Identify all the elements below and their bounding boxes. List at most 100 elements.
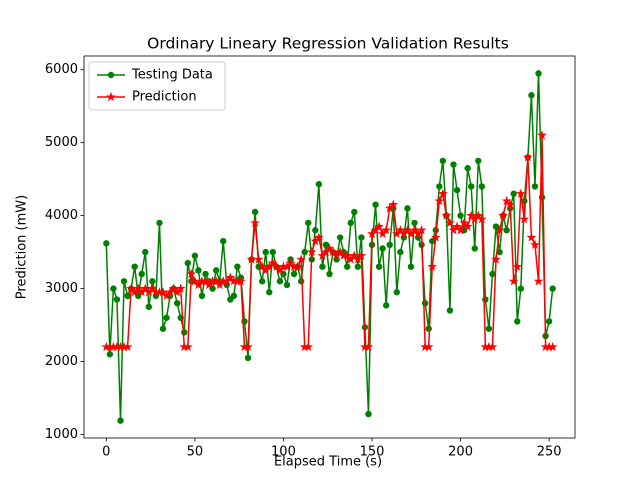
point — [457, 212, 464, 219]
point — [416, 225, 427, 235]
point — [407, 263, 415, 270]
point — [450, 161, 457, 168]
point — [258, 278, 266, 285]
point — [198, 292, 206, 300]
point — [351, 208, 358, 216]
point — [498, 210, 508, 220]
point — [439, 157, 447, 165]
point — [468, 183, 475, 190]
point — [212, 267, 220, 274]
point — [347, 219, 354, 227]
legend-box — [88, 61, 226, 111]
point — [427, 261, 438, 271]
point — [476, 214, 487, 224]
point — [202, 270, 209, 278]
point — [319, 263, 326, 270]
point — [244, 354, 252, 362]
point — [131, 263, 138, 270]
point — [397, 248, 404, 256]
point — [283, 281, 291, 289]
point — [191, 252, 199, 259]
point — [138, 270, 145, 278]
point — [421, 299, 429, 307]
point — [503, 227, 510, 234]
chart-title: Ordinary Lineary Regression Validation R… — [147, 35, 509, 53]
point — [122, 341, 133, 352]
x-tick-label: 100 — [271, 445, 296, 460]
x-tick-label: 250 — [537, 445, 562, 460]
point — [103, 240, 110, 247]
point — [322, 241, 330, 249]
point — [124, 292, 131, 300]
axes-frame — [83, 55, 576, 439]
point — [452, 221, 462, 231]
point — [297, 278, 305, 285]
point — [430, 232, 441, 242]
point — [528, 92, 535, 99]
point — [290, 270, 298, 278]
point — [386, 241, 393, 249]
point — [147, 283, 158, 293]
point — [434, 195, 445, 206]
point — [515, 188, 526, 198]
point — [487, 341, 498, 352]
x-tick-label: 0 — [102, 445, 110, 460]
point — [269, 248, 277, 256]
point — [113, 296, 121, 303]
point — [292, 261, 303, 271]
plot-area — [101, 70, 558, 424]
point — [485, 325, 493, 332]
point — [459, 217, 469, 228]
point — [312, 227, 319, 234]
legend-marker — [107, 71, 115, 79]
point — [494, 225, 505, 235]
point — [537, 130, 547, 140]
legend: Testing Data Prediction — [88, 61, 226, 111]
y-tick-label: 2000 — [45, 354, 78, 369]
point — [514, 318, 521, 325]
legend-marker — [106, 91, 116, 102]
point — [356, 250, 367, 260]
point — [526, 232, 537, 242]
point — [175, 283, 186, 293]
point — [436, 183, 443, 190]
y-tick-label: 1000 — [45, 427, 78, 442]
point — [411, 219, 418, 227]
point — [473, 210, 484, 220]
point — [106, 351, 114, 358]
point — [464, 165, 471, 172]
point — [250, 217, 260, 228]
point — [142, 248, 149, 256]
point — [225, 272, 236, 282]
point — [491, 254, 501, 264]
point — [545, 318, 553, 325]
point — [375, 263, 383, 270]
point — [519, 214, 530, 224]
y-tick-label: 3000 — [45, 281, 78, 296]
legend-label: Testing Data — [131, 68, 213, 83]
point — [446, 307, 454, 314]
point — [262, 248, 269, 256]
point — [530, 239, 540, 249]
point — [335, 246, 345, 257]
point — [531, 183, 539, 190]
point — [517, 285, 524, 292]
point — [145, 303, 153, 311]
point — [535, 70, 542, 77]
point — [404, 205, 411, 212]
point — [501, 195, 512, 206]
point — [120, 278, 128, 285]
point — [234, 263, 241, 270]
point — [462, 221, 473, 231]
point — [230, 292, 238, 300]
x-tick-label: 50 — [187, 445, 204, 460]
point — [186, 268, 197, 279]
point — [276, 278, 284, 285]
point — [358, 234, 365, 241]
point — [489, 270, 496, 278]
point — [512, 261, 523, 271]
point — [314, 232, 324, 242]
point — [547, 341, 558, 352]
point — [478, 183, 486, 190]
point — [523, 152, 533, 162]
